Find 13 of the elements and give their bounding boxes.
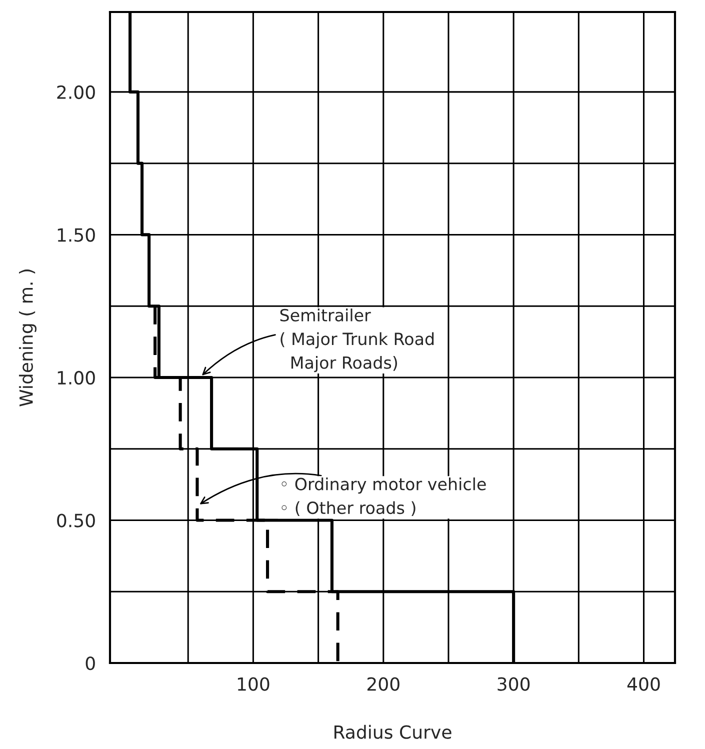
x-tick-label: 400: [627, 677, 660, 691]
y-tick-label: 2.00: [57, 85, 95, 100]
x-tick-label: 200: [367, 677, 400, 691]
y-tick-label: 0: [86, 656, 95, 670]
y-tick-label: 0.50: [57, 514, 95, 528]
y-axis-title: Widening ( m. ): [18, 270, 36, 406]
annotation: ◦ Ordinary motor vehicle ◦ ( Other roads ): [282, 477, 486, 516]
x-axis-title: Radius Curve: [334, 724, 452, 739]
x-tick-label: 300: [498, 677, 530, 691]
annotation: Semitrailer ( Major Trunk Road Major Roads): [280, 308, 434, 372]
y-tick-label: 1.50: [58, 228, 95, 242]
x-tick-label: 100: [238, 677, 270, 691]
y-tick-label: 1.00: [58, 370, 95, 385]
